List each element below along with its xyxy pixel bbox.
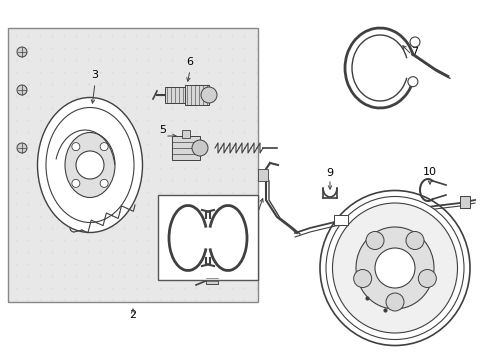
Circle shape	[354, 270, 371, 288]
Circle shape	[408, 77, 418, 87]
Circle shape	[375, 248, 415, 288]
Text: 7: 7	[412, 47, 418, 57]
Bar	[258, 169, 268, 181]
Circle shape	[100, 179, 108, 188]
Bar	[460, 196, 470, 208]
Ellipse shape	[333, 203, 458, 333]
Ellipse shape	[38, 98, 143, 233]
Circle shape	[100, 143, 108, 150]
Circle shape	[17, 143, 27, 153]
Circle shape	[418, 270, 436, 288]
Text: 8: 8	[248, 215, 256, 225]
Text: 3: 3	[92, 70, 98, 80]
Bar	[165, 87, 185, 103]
Text: 6: 6	[187, 57, 194, 67]
Ellipse shape	[326, 197, 464, 339]
Text: 5: 5	[160, 125, 167, 135]
Circle shape	[72, 179, 80, 188]
Bar	[8, 28, 258, 302]
Circle shape	[386, 293, 404, 311]
Text: 9: 9	[326, 168, 334, 178]
Bar	[182, 130, 190, 138]
Circle shape	[406, 231, 424, 249]
Ellipse shape	[46, 108, 134, 222]
Circle shape	[192, 140, 208, 156]
Circle shape	[201, 87, 217, 103]
Text: 4: 4	[158, 233, 166, 243]
Bar	[206, 276, 218, 284]
Circle shape	[76, 151, 104, 179]
Circle shape	[17, 47, 27, 57]
Bar	[185, 85, 209, 105]
Text: 10: 10	[423, 167, 437, 177]
Circle shape	[72, 143, 80, 150]
Ellipse shape	[65, 132, 115, 198]
Ellipse shape	[320, 190, 470, 346]
Bar	[158, 195, 258, 280]
Bar	[172, 136, 200, 160]
Circle shape	[366, 231, 384, 249]
Ellipse shape	[356, 227, 434, 309]
Circle shape	[410, 37, 420, 47]
Text: 2: 2	[129, 310, 137, 320]
Text: 1: 1	[365, 220, 371, 230]
Circle shape	[17, 85, 27, 95]
Bar	[334, 215, 348, 225]
